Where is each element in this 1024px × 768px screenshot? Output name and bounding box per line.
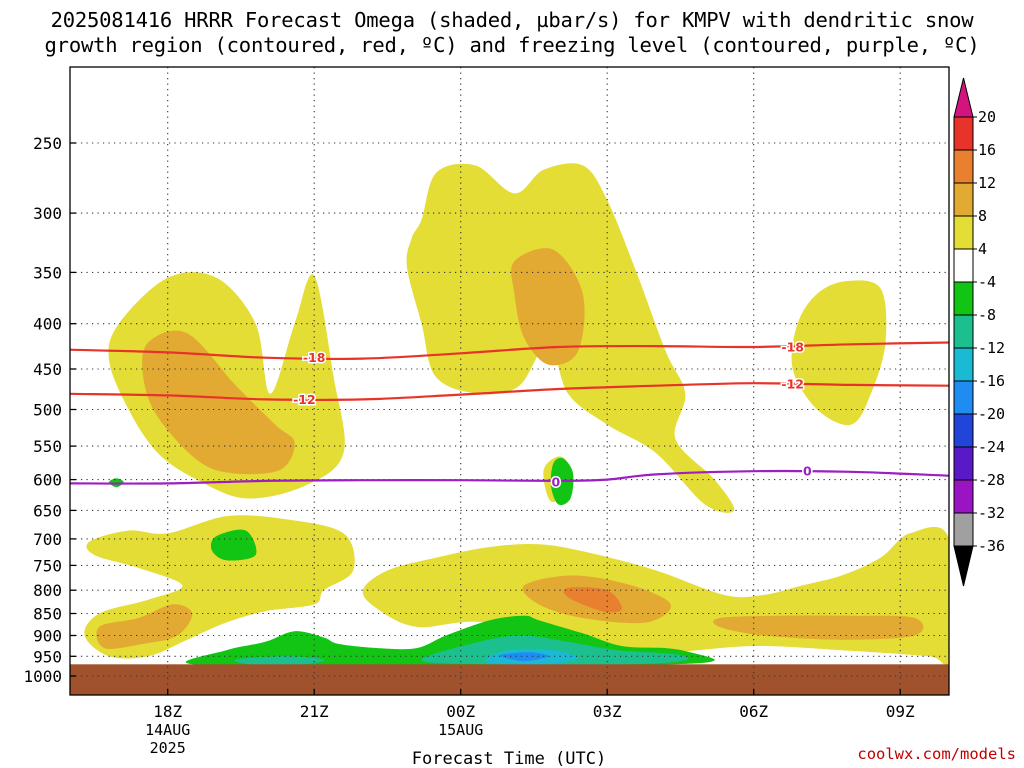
colorbar-cell-1 (953, 149, 974, 184)
colorbar-cell-3 (953, 215, 974, 250)
omega-region-12 (713, 615, 924, 640)
colorbar-cell-5 (953, 281, 974, 316)
colorbar-label-1: 16 (978, 141, 996, 159)
x-tick-label-03Z: 03Z (593, 702, 622, 721)
y-tick-label-850: 850 (33, 605, 62, 624)
omega-region-7 (96, 604, 193, 649)
x-tick-sublabel-18Z-0: 14AUG (145, 721, 190, 739)
y-tick-label-900: 900 (33, 627, 62, 646)
credit-text: coolwx.com/models (857, 745, 1016, 763)
chart-title: 2025081416 HRRR Forecast Omega (shaded, … (0, 8, 1024, 58)
omega-region-8 (112, 537, 124, 560)
contour-label-5: 0 (803, 464, 812, 479)
omega-region-18 (210, 529, 257, 561)
colorbar-label-10: -24 (978, 438, 1005, 456)
y-tick-label-550: 550 (33, 437, 62, 456)
colorbar-label-11: -28 (978, 471, 1005, 489)
y-tick-label-750: 750 (33, 556, 62, 575)
y-tick-label-300: 300 (33, 204, 62, 223)
y-tick-label-1000: 1000 (23, 667, 62, 686)
colorbar-cell-7 (953, 347, 974, 382)
colorbar-label-9: -20 (978, 405, 1005, 423)
y-tick-label-650: 650 (33, 501, 62, 520)
title-line-1: 2025081416 HRRR Forecast Omega (shaded, … (50, 8, 974, 32)
y-tick-label-250: 250 (33, 134, 62, 153)
colorbar: 20 16 12 8 4 -4 -8 -12 -16 -20 -24 -28 -32 -36 (953, 77, 1005, 587)
gridlines (70, 67, 949, 695)
y-tick-label-600: 600 (33, 471, 62, 490)
y-axis: 250 300 350 400 450 500 550 600 650 700 750 800 850 9… (23, 134, 76, 686)
x-tick-sublabel-00Z-0: 15AUG (438, 721, 483, 739)
y-tick-label-400: 400 (33, 315, 62, 334)
omega-shading (84, 163, 949, 669)
contour-label-3: -12 (781, 377, 804, 392)
x-tick-label-09Z: 09Z (886, 702, 915, 721)
contour-freezing_level (70, 469, 949, 485)
colorbar-bottom-arrow (953, 545, 974, 587)
x-tick-label-00Z: 00Z (446, 702, 475, 721)
contour-dgz_bottom (70, 382, 949, 402)
colorbar-cell-10 (953, 446, 974, 481)
colorbar-cell-9 (953, 413, 974, 448)
colorbar-label-0: 20 (978, 108, 996, 126)
colorbar-label-4: 4 (978, 240, 987, 258)
colorbar-cell-0 (953, 116, 974, 151)
colorbar-label-3: 8 (978, 207, 987, 225)
temperature-contours: -18 -12 -18 -12 0 0 (70, 338, 949, 491)
x-tick-label-06Z: 06Z (739, 702, 768, 721)
colorbar-label-7: -12 (978, 339, 1005, 357)
colorbar-label-5: -4 (978, 273, 996, 291)
y-tick-label-350: 350 (33, 263, 62, 282)
colorbar-label-6: -8 (978, 306, 996, 324)
x-tick-sublabel-18Z-1: 2025 (150, 739, 186, 757)
y-tick-label-500: 500 (33, 401, 62, 420)
omega-region-15 (421, 635, 689, 665)
omega-region-14 (234, 656, 325, 665)
x-axis-label: Forecast Time (UTC) (412, 749, 606, 768)
colorbar-label-8: -16 (978, 372, 1005, 390)
y-tick-label-450: 450 (33, 360, 62, 379)
colorbar-label-12: -32 (978, 504, 1005, 522)
colorbar-label-2: 12 (978, 174, 996, 192)
colorbar-cell-11 (953, 479, 974, 514)
omega-region-5 (791, 280, 887, 426)
contour-dgz_top (70, 341, 949, 361)
colorbar-cell-4 (953, 248, 974, 283)
colorbar-top-arrow (953, 77, 974, 118)
colorbar-label-13: -36 (978, 537, 1005, 555)
y-tick-label-700: 700 (33, 530, 62, 549)
y-tick-label-950: 950 (33, 647, 62, 666)
contour-label-1: -12 (293, 392, 316, 407)
title-line-2: growth region (contoured, red, ºC) and f… (44, 33, 980, 57)
colorbar-cell-6 (953, 314, 974, 349)
contour-label-4: 0 (552, 475, 561, 490)
contour-label-2: -18 (781, 340, 804, 355)
y-tick-label-800: 800 (33, 581, 62, 600)
colorbar-cell-12 (953, 512, 974, 547)
omega-region-1 (142, 330, 295, 475)
omega-region-17 (499, 652, 549, 662)
plot-frame (69, 66, 950, 696)
x-tick-label-18Z: 18Z (153, 702, 182, 721)
colorbar-cell-8 (953, 380, 974, 415)
colorbar-cell-2 (953, 182, 974, 217)
ground-surface (70, 664, 949, 695)
x-tick-label-21Z: 21Z (300, 702, 329, 721)
contour-label-0: -18 (303, 350, 326, 365)
omega-region-3 (511, 248, 585, 366)
